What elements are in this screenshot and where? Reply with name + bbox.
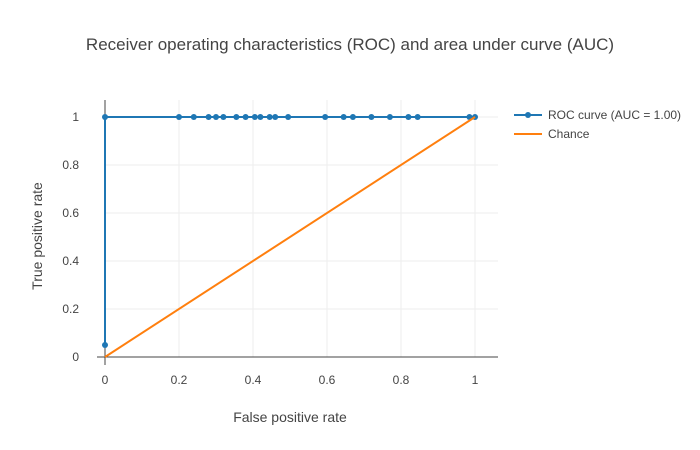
legend-label: Chance <box>548 127 590 141</box>
data-point[interactable] <box>266 114 273 120</box>
tick-labels: 0 0.2 0.4 0.6 0.8 1 0 0.2 0.4 0.6 0.8 1 <box>62 110 478 387</box>
series-line <box>104 116 475 345</box>
data-point[interactable] <box>242 114 249 120</box>
series-line <box>104 116 476 358</box>
legend-item[interactable]: ROC curve (AUC = 1.00) <box>514 108 681 122</box>
y-tick-label: 0 <box>72 350 79 364</box>
data-point[interactable] <box>272 114 279 120</box>
series <box>102 114 478 358</box>
data-point[interactable] <box>285 114 292 120</box>
data-point[interactable] <box>102 342 108 348</box>
legend-label: ROC curve (AUC = 1.00) <box>548 108 681 122</box>
data-point[interactable] <box>322 114 329 120</box>
data-point[interactable] <box>257 114 264 120</box>
data-point[interactable] <box>233 114 240 120</box>
x-tick-label: 0.2 <box>171 373 188 387</box>
x-tick-label: 1 <box>472 373 479 387</box>
legend-item[interactable]: Chance <box>514 127 590 141</box>
data-point[interactable] <box>213 114 219 120</box>
legend-marker <box>525 112 531 118</box>
data-point[interactable] <box>349 114 356 120</box>
y-tick-label: 0.2 <box>62 302 79 316</box>
y-tick-label: 0.8 <box>62 158 79 172</box>
chart-title: Receiver operating characteristics (ROC)… <box>86 35 614 54</box>
y-tick-label: 1 <box>72 110 79 124</box>
x-tick-label: 0 <box>102 373 109 387</box>
legend[interactable]: ROC curve (AUC = 1.00) Chance <box>514 108 681 141</box>
data-point[interactable] <box>340 114 347 120</box>
x-tick-label: 0.6 <box>319 373 336 387</box>
data-point[interactable] <box>176 114 182 120</box>
series-1 <box>104 116 476 358</box>
data-point[interactable] <box>190 114 197 120</box>
data-point[interactable] <box>220 114 227 120</box>
data-point[interactable] <box>368 114 375 120</box>
data-point[interactable] <box>102 114 108 120</box>
y-axis-title: True positive rate <box>29 182 45 290</box>
data-point[interactable] <box>251 114 258 120</box>
data-point[interactable] <box>414 114 421 120</box>
data-point[interactable] <box>205 114 212 120</box>
series-0 <box>102 114 478 348</box>
x-axis-title: False positive rate <box>233 409 347 425</box>
y-tick-label: 0.6 <box>62 206 79 220</box>
data-point[interactable] <box>405 114 412 120</box>
data-point[interactable] <box>386 114 393 120</box>
y-tick-label: 0.4 <box>62 254 79 268</box>
x-tick-label: 0.4 <box>245 373 262 387</box>
x-tick-label: 0.8 <box>393 373 410 387</box>
